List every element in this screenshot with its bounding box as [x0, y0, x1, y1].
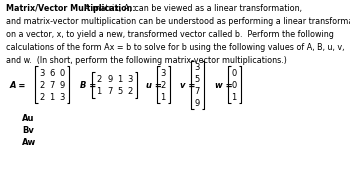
- Text: 3: 3: [59, 93, 65, 102]
- Text: 9: 9: [107, 74, 113, 83]
- Text: 2: 2: [96, 74, 102, 83]
- Text: 3: 3: [127, 74, 133, 83]
- Text: 7: 7: [49, 80, 55, 90]
- Text: 0: 0: [231, 80, 237, 90]
- Text: 2: 2: [39, 80, 45, 90]
- Text: 2: 2: [39, 93, 45, 102]
- Text: 3: 3: [194, 64, 200, 73]
- Text: calculations of the form Ax = b to solve for b using the following values of A, : calculations of the form Ax = b to solve…: [6, 43, 344, 52]
- Text: B =: B =: [80, 80, 96, 90]
- Text: 0: 0: [231, 68, 237, 77]
- Text: 7: 7: [194, 86, 200, 96]
- Text: on a vector, x, to yield a new, transformed vector called b.  Perform the follow: on a vector, x, to yield a new, transfor…: [6, 30, 334, 39]
- Text: 2: 2: [160, 80, 166, 90]
- Text: 1: 1: [117, 74, 122, 83]
- Text: 2: 2: [127, 87, 133, 96]
- Text: 5: 5: [194, 74, 200, 83]
- Text: Matrix/Vector Multiplication:: Matrix/Vector Multiplication:: [6, 4, 136, 13]
- Text: 3: 3: [160, 68, 166, 77]
- Text: v =: v =: [180, 80, 195, 90]
- Text: 1: 1: [96, 87, 102, 96]
- Text: 0: 0: [60, 68, 65, 77]
- Text: w =: w =: [215, 80, 233, 90]
- Text: 6: 6: [49, 68, 55, 77]
- Text: Aw: Aw: [22, 138, 36, 147]
- Text: and w.  (In short, perform the following matrix-vector multiplications.): and w. (In short, perform the following …: [6, 56, 287, 65]
- Text: 5: 5: [117, 87, 122, 96]
- Text: 9: 9: [60, 80, 65, 90]
- Text: 9: 9: [194, 99, 200, 108]
- Text: A =: A =: [10, 80, 26, 90]
- Text: A matrix, A, can be viewed as a linear transformation,: A matrix, A, can be viewed as a linear t…: [82, 4, 301, 13]
- Text: 3: 3: [39, 68, 45, 77]
- Text: 1: 1: [160, 93, 166, 102]
- Text: u =: u =: [146, 80, 162, 90]
- Text: and matrix-vector multiplication can be understood as performing a linear transf: and matrix-vector multiplication can be …: [6, 17, 350, 26]
- Text: 1: 1: [49, 93, 55, 102]
- Text: 1: 1: [231, 93, 237, 102]
- Text: Bv: Bv: [22, 126, 34, 135]
- Text: 7: 7: [107, 87, 113, 96]
- Text: Au: Au: [22, 114, 35, 123]
